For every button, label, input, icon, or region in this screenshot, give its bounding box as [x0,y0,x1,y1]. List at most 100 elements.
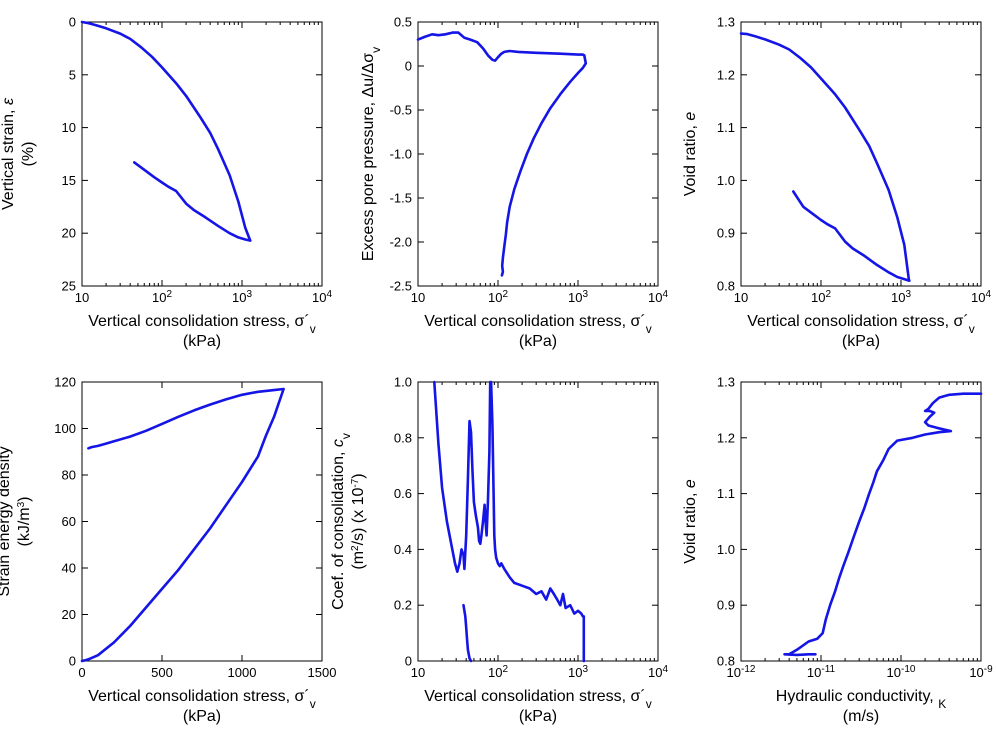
chart-p4: 0 500 1000 1500 0 20 40 60 80 100 120 Vertical cons… [0,375,336,726]
y-tick-label: 20 [62,226,76,241]
y-tick-label: 10 [62,120,76,135]
y-tick-label: -0.5 [390,103,412,118]
y-tick-label: 0.5 [394,15,412,30]
plot-frame [417,381,659,662]
y-tick-label: 1.2 [717,67,735,82]
x-tick-label: 104 [312,289,332,306]
y-axis-label: Void ratio, e [682,112,699,197]
y-tick-label: 20 [62,607,76,622]
y-tick-label: 0.8 [717,279,735,294]
x-tick-label: 104 [648,289,668,306]
chart-p6: 10-12 10-11 10-10 10-9 0.8 0.9 1.0 1.1 1.2 1.3 Hyd… [682,375,993,726]
chart-p3: 10 102 103 104 0.8 0.9 1.0 1.1 1.2 1.3 Vertical co… [682,15,991,351]
y-tick-label: 60 [62,514,76,529]
y-axis-label: Void ratio, e [682,479,699,564]
series-line-p1-0 [80,20,252,242]
y-tick-label: 0.8 [717,654,735,669]
y-axis-label: (%) [20,142,37,167]
x-tick-label: 10 [75,290,89,305]
series-line-p6-0 [783,392,983,657]
x-axis-label: (kPa) [183,708,221,725]
x-axis-label: (m/s) [843,708,879,725]
y-axis-label: Strain energy density [0,446,13,596]
y-tick-label: 0.2 [394,598,412,613]
y-tick-label: 0 [405,654,412,669]
x-axis-label: (kPa) [842,333,880,350]
x-tick-label: 102 [152,289,172,306]
x-tick-label: 10 [411,665,425,680]
y-tick-label: 1.0 [717,173,735,188]
x-tick-label: 103 [891,289,911,306]
y-tick-label: 0.9 [717,226,735,241]
plot-frame [81,381,323,662]
x-tick-label: 103 [568,289,588,306]
x-tick-label: 103 [568,664,588,681]
x-axis-label: Vertical consolidation stress, σ´v [747,313,975,336]
y-tick-label: 5 [69,67,76,82]
series-line-p5-1 [462,603,473,663]
series-line-p2-0 [416,31,588,277]
x-axis-label: Vertical consolidation stress, σ´v [88,688,316,711]
chart-p5: 10 102 103 104 0 0.2 0.4 0.6 0.8 1.0 Vertical cons… [330,375,668,726]
y-tick-label: 1.0 [717,542,735,557]
x-axis-label: Vertical consolidation stress, σ´v [424,313,652,336]
x-tick-label: 102 [488,664,508,681]
x-tick-label: 102 [811,289,831,306]
y-tick-label: 25 [62,279,76,294]
x-tick-label: 10-10 [887,664,916,681]
y-axis-label: Coef. of consolidation, cv [330,433,353,610]
y-tick-label: 0 [69,654,76,669]
x-axis-label: Vertical consolidation stress, σ´v [424,688,652,711]
x-tick-label: 10 [734,290,748,305]
y-tick-label: 0.4 [394,542,412,557]
y-tick-label: -2.5 [390,279,412,294]
x-tick-label: 0 [78,665,85,680]
series-line-p4-0 [80,387,285,663]
y-axis-label: (kJ/m3) [16,497,34,547]
x-tick-label: 500 [151,665,173,680]
x-tick-label: 104 [648,664,668,681]
y-tick-label: 1.1 [717,120,735,135]
x-tick-label: 104 [971,289,991,306]
x-tick-label: 1500 [308,665,337,680]
y-tick-label: -1.0 [390,147,412,162]
series-line-p3-0 [739,32,911,283]
y-tick-label: 0 [405,59,412,74]
y-tick-label: 100 [54,421,76,436]
x-axis-label: (kPa) [519,333,557,350]
y-tick-label: 0.6 [394,486,412,501]
x-tick-label: 10 [411,290,425,305]
y-tick-label: 15 [62,173,76,188]
x-tick-label: 103 [232,289,252,306]
y-axis-label: (m2/s) (x 10-7) [350,473,368,569]
plot-frame [740,381,982,662]
y-tick-label: 1.3 [717,375,735,390]
x-axis-label: (kPa) [519,708,557,725]
y-tick-label: -1.5 [390,191,412,206]
y-tick-label: 120 [54,375,76,390]
y-axis-label: Vertical strain, ε [0,97,17,210]
y-tick-label: 80 [62,468,76,483]
chart-p2: 10 102 103 104 0.5 0 -0.5 -1.0 -1.5 -2.0 -2.5 Verti… [360,15,668,351]
x-tick-label: 10-11 [807,664,836,681]
x-tick-label: 10-9 [969,664,993,681]
y-tick-label: 1.1 [717,486,735,501]
x-axis-label: Hydraulic conductivity, K [776,688,946,711]
y-axis-label: Excess pore pressure, Δu/Δσv [360,47,383,261]
x-tick-label: 1000 [228,665,257,680]
x-axis-label: Vertical consolidation stress, σ´v [88,313,316,336]
y-tick-label: 0.9 [717,598,735,613]
x-axis-label: (kPa) [183,333,221,350]
y-tick-label: 0 [69,15,76,30]
chart-p1: 10 102 103 104 0 5 10 15 20 25 Vertical consolidat… [0,15,332,351]
y-tick-label: 40 [62,561,76,576]
x-tick-label: 10-12 [727,664,756,681]
y-tick-label: 1.2 [717,430,735,445]
plot-frame [81,21,323,287]
y-tick-label: 0.8 [394,430,412,445]
y-tick-label: 1.3 [717,15,735,30]
plot-frame [740,21,982,287]
y-tick-label: 1.0 [394,375,412,390]
series-line-p5-0 [432,380,586,663]
